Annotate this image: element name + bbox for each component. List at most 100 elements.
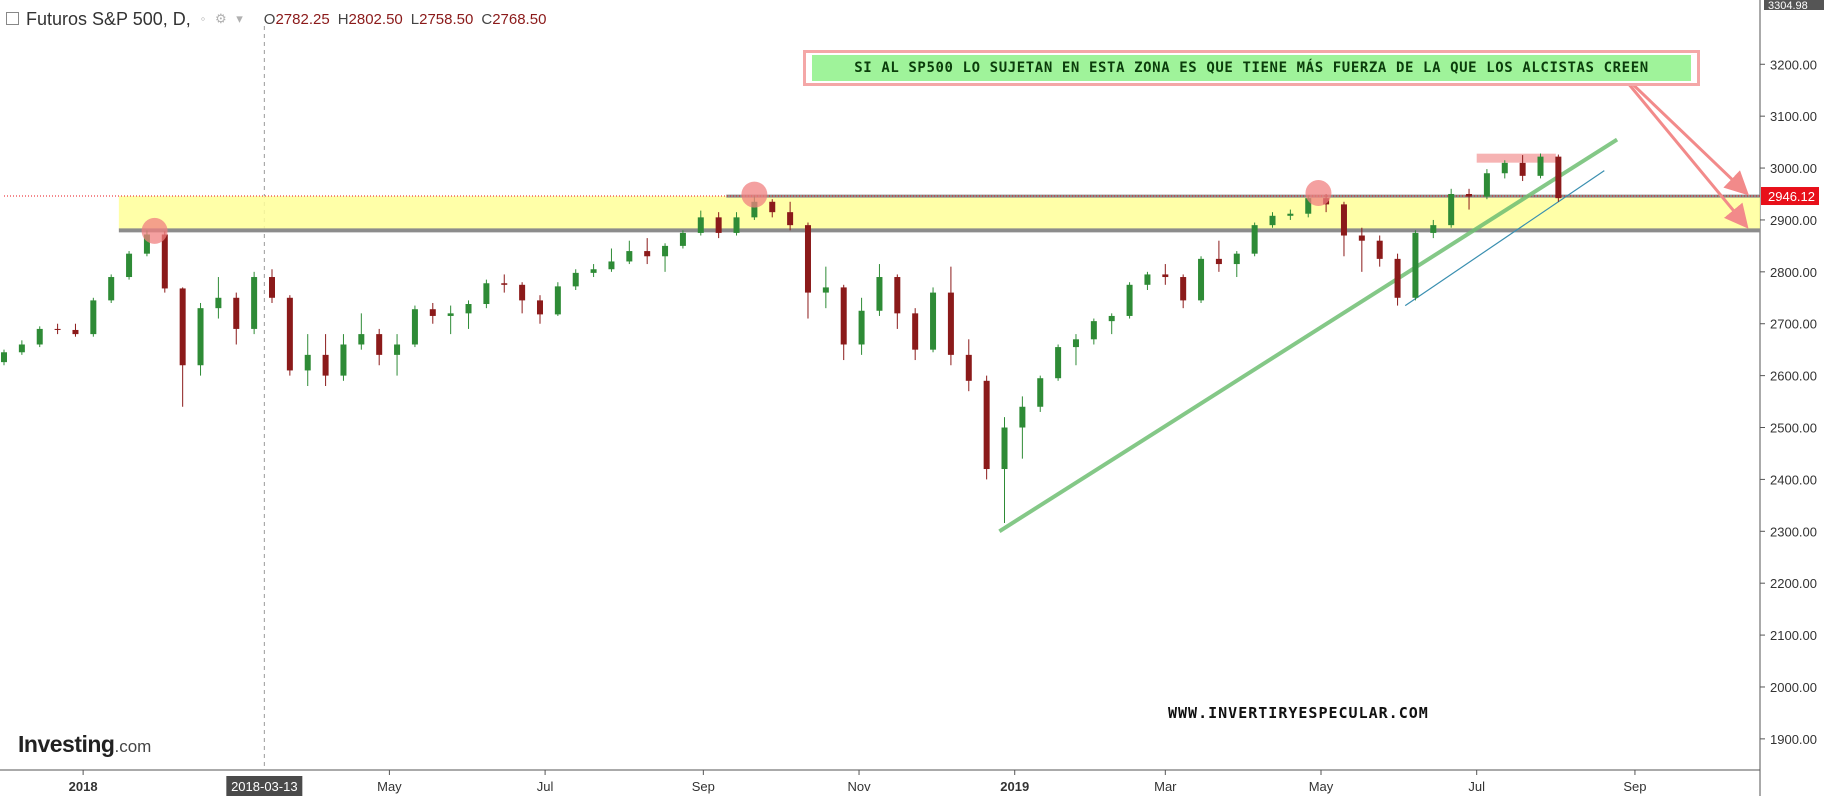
- annotation-arrow: [1613, 65, 1749, 229]
- time-tick-label: Mar: [1154, 779, 1177, 794]
- time-tick-label: May: [1309, 779, 1334, 794]
- candle-body: [751, 201, 758, 218]
- candle-body: [608, 261, 615, 270]
- low-label: L: [410, 10, 420, 28]
- annotation-banner: SI AL SP500 LO SUJETAN EN ESTA ZONA ES Q…: [803, 50, 1700, 86]
- candle-body: [1055, 347, 1062, 379]
- candle-body: [1448, 194, 1455, 226]
- candle-body: [108, 277, 115, 301]
- top-price-tag-label: 3304.98: [1768, 0, 1808, 12]
- candle-body: [90, 300, 97, 335]
- candle-body: [947, 292, 954, 355]
- candle-body: [1001, 427, 1008, 470]
- candle-body: [1483, 173, 1490, 197]
- candle-body: [1340, 204, 1347, 236]
- candle-body: [1430, 225, 1437, 233]
- price-tick-label: 1900.00: [1770, 732, 1817, 747]
- candle-body: [394, 344, 401, 355]
- candle-body: [679, 232, 686, 246]
- candle-body: [483, 283, 490, 305]
- price-tick-label: 2700.00: [1770, 317, 1817, 332]
- candle-body: [447, 313, 454, 316]
- candle-body: [572, 272, 579, 287]
- candle-body: [501, 283, 508, 285]
- candle-body: [1180, 277, 1187, 301]
- candle-body: [197, 308, 204, 366]
- current-price-tag: [1761, 187, 1819, 206]
- price-tick-label: 2900.00: [1770, 213, 1817, 228]
- crosshair-date-tag: [226, 776, 303, 796]
- candle-body: [536, 300, 543, 315]
- candle-body: [626, 251, 633, 262]
- header-tools-icon[interactable]: ◦ ⚙ ▾: [200, 11, 246, 26]
- collapse-box-icon[interactable]: [6, 12, 19, 25]
- candle-body: [215, 297, 222, 309]
- candle-body: [1144, 274, 1151, 285]
- time-tick-label: Nov: [847, 779, 871, 794]
- close-value: 2768.50: [492, 10, 547, 28]
- peak-marker: [141, 217, 168, 244]
- candle-body: [251, 277, 258, 329]
- candle-body: [54, 328, 61, 330]
- time-tick-label: Sep: [692, 779, 715, 794]
- resistance-zone: [118, 196, 1761, 231]
- price-tick-label: 2000.00: [1770, 680, 1817, 695]
- candle-body: [822, 287, 829, 293]
- price-tick-label: 2500.00: [1770, 421, 1817, 436]
- open-value: 2782.25: [275, 10, 330, 28]
- plot-area: [4, 2, 1760, 770]
- website-watermark: WWW.INVERTIRYESPECULAR.COM: [1168, 704, 1429, 722]
- peak-marker: [1305, 180, 1332, 207]
- candle-body: [1215, 258, 1222, 265]
- candle-body: [787, 212, 794, 226]
- investing-logo: Investing.com: [18, 731, 151, 758]
- candle-body: [1394, 258, 1401, 298]
- price-tick-label: 2100.00: [1770, 628, 1817, 643]
- candle-body: [143, 234, 150, 254]
- candle-body: [1519, 162, 1526, 176]
- high-value: 2802.50: [348, 10, 403, 28]
- price-tick-label: 3100.00: [1770, 109, 1817, 124]
- candle-body: [36, 328, 43, 345]
- candle-body: [876, 277, 883, 311]
- candle-body: [715, 217, 722, 233]
- candle-body: [912, 313, 919, 350]
- top-price-tag: [1764, 0, 1824, 10]
- candle-body: [1537, 156, 1544, 176]
- candle-body: [733, 217, 740, 233]
- candle-body: [519, 284, 526, 301]
- annotation-arrow: [1613, 65, 1750, 196]
- candle-body: [983, 380, 990, 470]
- candle-body: [697, 217, 704, 233]
- price-tick-label: 3200.00: [1770, 57, 1817, 72]
- crosshair-date-label: 2018-03-13: [231, 779, 298, 794]
- candle-body: [1, 352, 7, 363]
- candle-body: [1198, 258, 1205, 301]
- candle-body: [268, 277, 275, 298]
- candle-body: [1555, 156, 1562, 199]
- candle-body: [644, 251, 651, 257]
- candle-body: [769, 201, 776, 213]
- support-trendline: [998, 137, 1619, 533]
- candle-body: [1037, 378, 1044, 407]
- candle-body: [322, 354, 329, 376]
- time-tick-label: Jul: [1468, 779, 1485, 794]
- candle-body: [1251, 225, 1258, 254]
- candle-body: [411, 309, 418, 345]
- price-tick-label: 2200.00: [1770, 576, 1817, 591]
- support-trendline-thin: [1404, 170, 1605, 307]
- candle-body: [840, 287, 847, 345]
- price-tick-label: 2400.00: [1770, 472, 1817, 487]
- price-tick-label: 2300.00: [1770, 524, 1817, 539]
- candle-body: [1358, 235, 1365, 241]
- candle-body: [1287, 213, 1294, 216]
- time-tick-label: Sep: [1623, 779, 1646, 794]
- candle-body: [894, 277, 901, 314]
- symbol-title[interactable]: Futuros S&P 500, D,: [26, 8, 191, 29]
- candle-body: [1162, 274, 1169, 278]
- candle-body: [1108, 315, 1115, 322]
- candle-body: [304, 354, 311, 371]
- candle-body: [1269, 215, 1276, 226]
- candle-body: [286, 297, 293, 371]
